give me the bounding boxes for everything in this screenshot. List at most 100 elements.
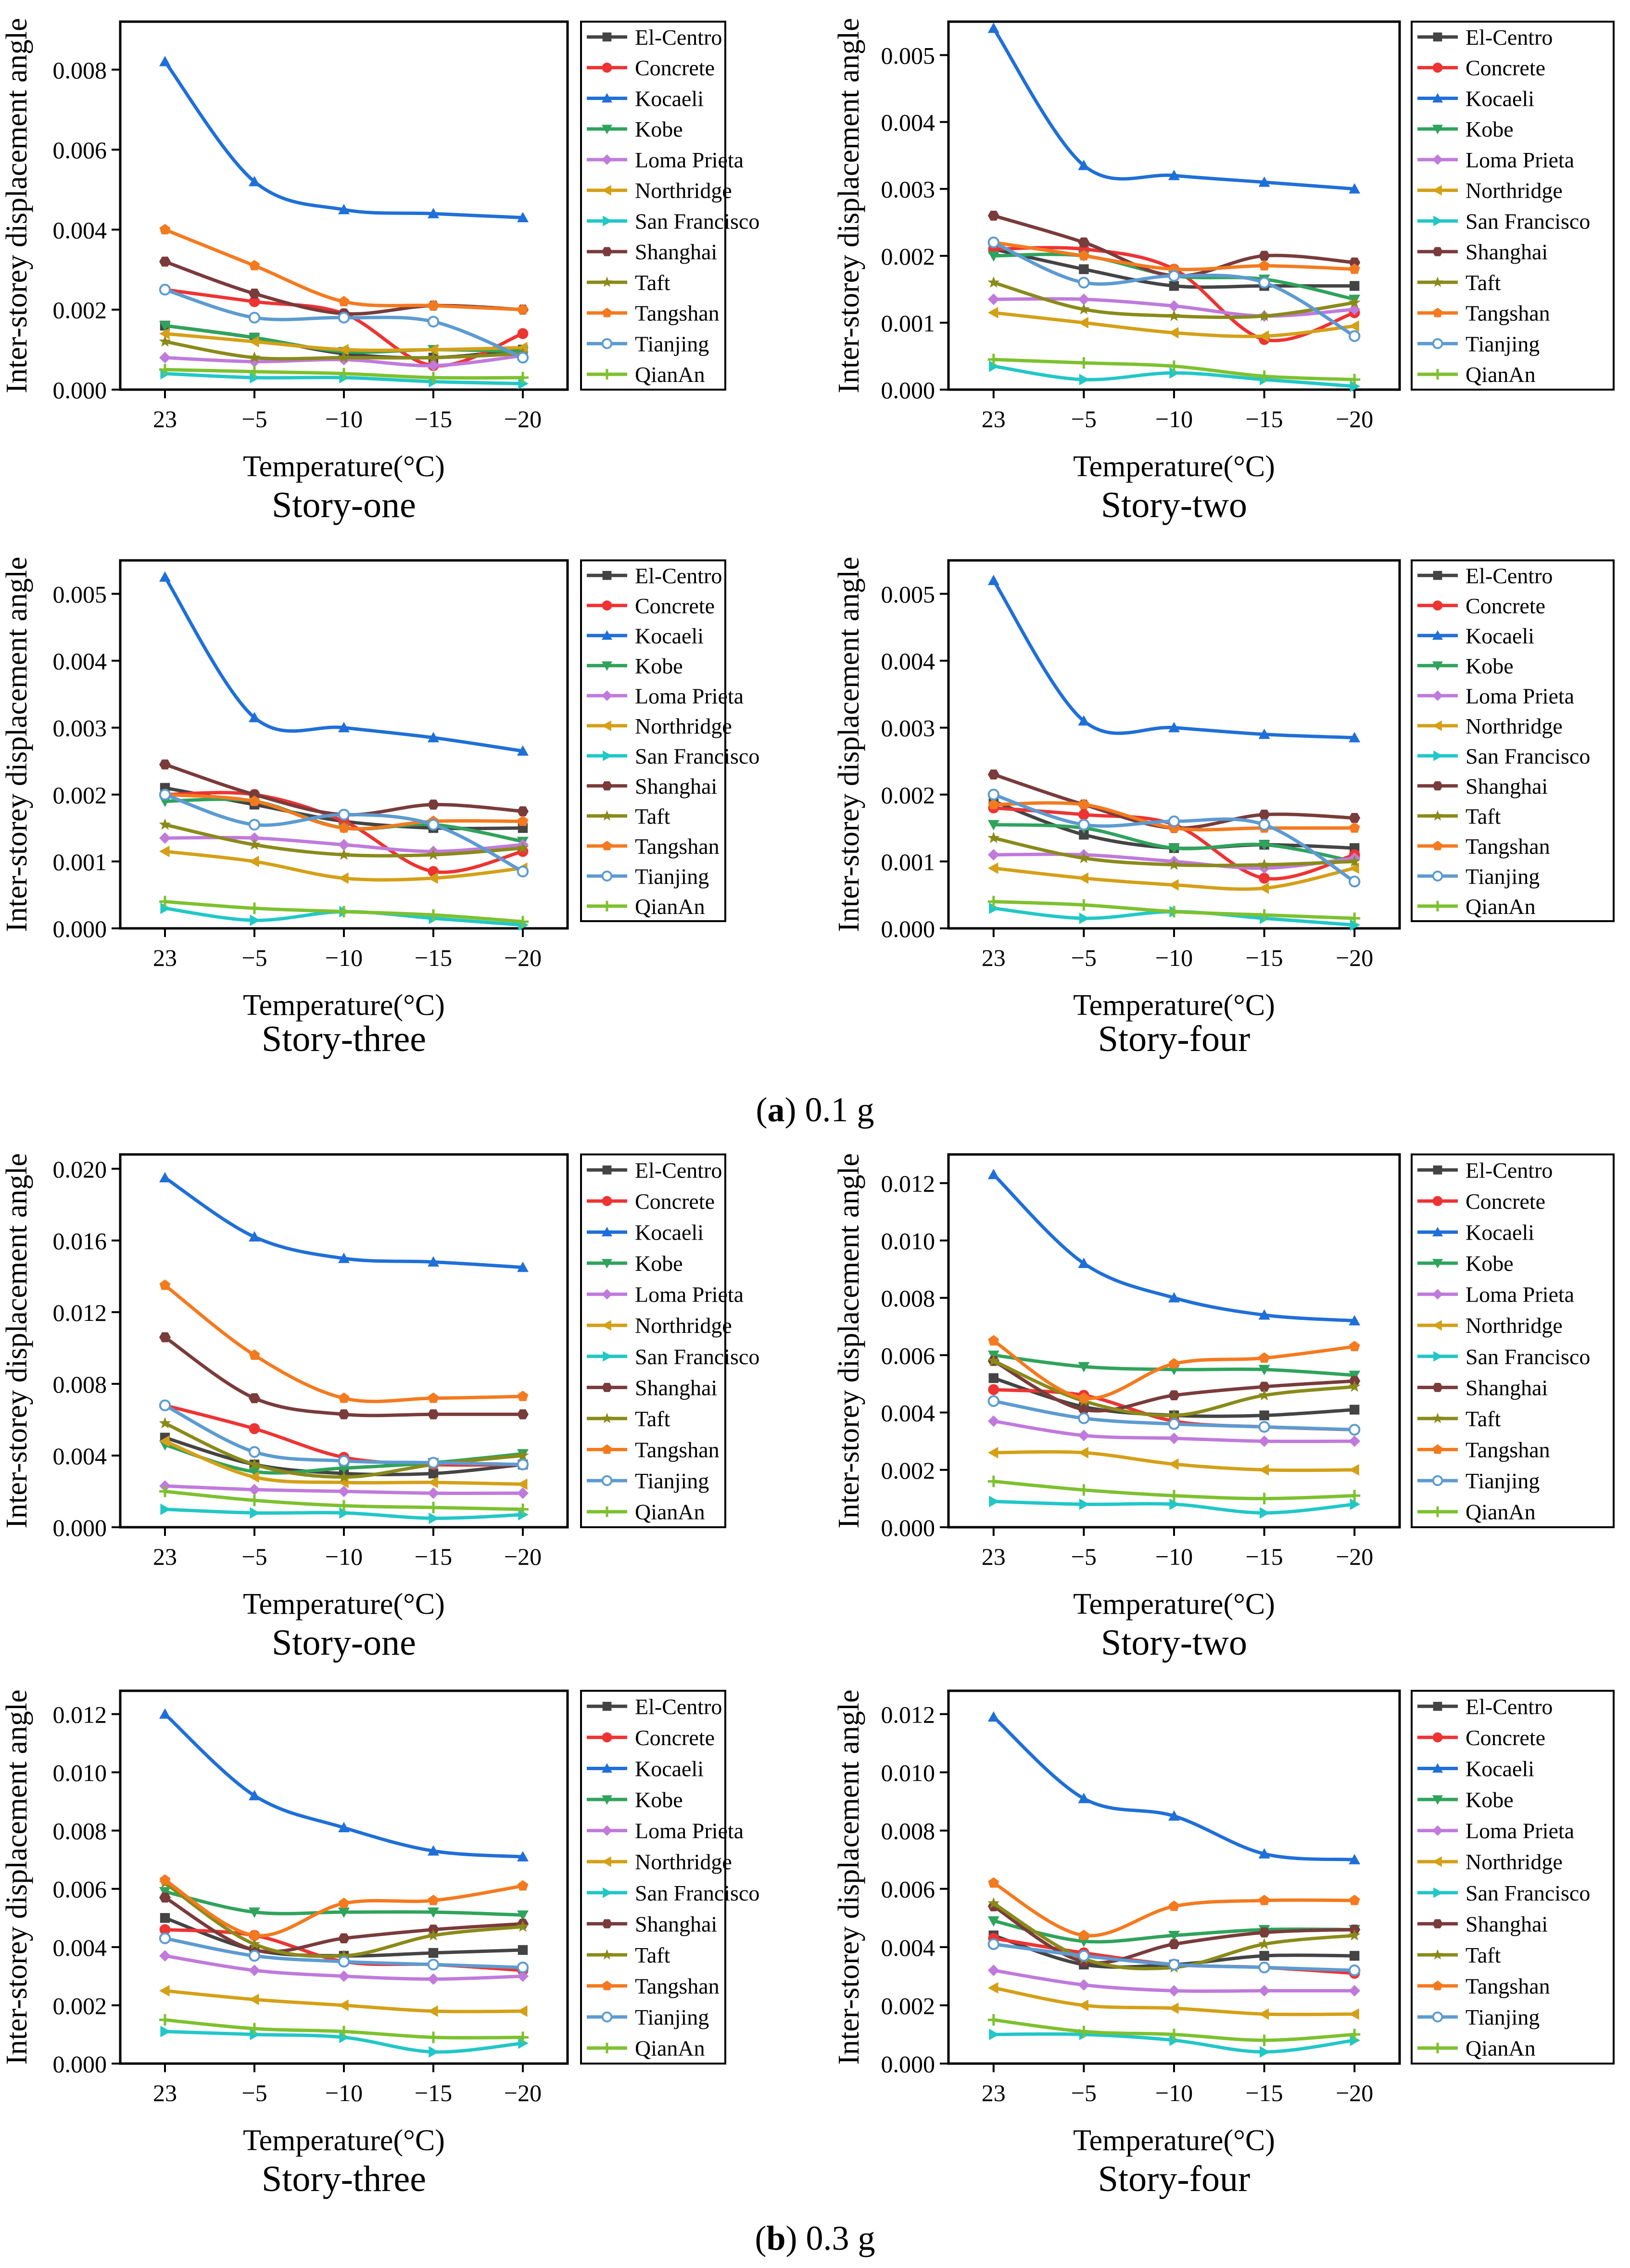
data-point bbox=[338, 1933, 350, 1944]
y-tick-label: 0.008 bbox=[53, 57, 107, 84]
legend-item-tianjing: Tianjing bbox=[1417, 864, 1540, 888]
legend-label: San Francisco bbox=[635, 1344, 759, 1369]
legend-label: Concrete bbox=[635, 594, 715, 618]
data-point bbox=[249, 1929, 260, 1940]
data-point bbox=[248, 312, 261, 324]
series-taft bbox=[159, 1417, 529, 1482]
legend-item-taft: Taft bbox=[1417, 270, 1501, 295]
y-tick-label: 0.001 bbox=[53, 849, 107, 875]
data-point bbox=[1258, 882, 1269, 894]
data-point bbox=[338, 722, 350, 733]
data-point bbox=[160, 2026, 171, 2038]
x-tick-label: 23 bbox=[982, 405, 1006, 432]
data-point bbox=[1168, 1939, 1180, 1950]
data-point bbox=[1349, 1894, 1360, 1905]
y-axis-title: Inter-storey displacement angle bbox=[833, 18, 865, 393]
legend-frame bbox=[1411, 21, 1615, 391]
legend-label: Tianjing bbox=[1466, 331, 1540, 356]
legend-marker bbox=[603, 1351, 612, 1362]
legend-label: QianAn bbox=[635, 362, 705, 387]
data-point bbox=[1350, 2034, 1361, 2046]
x-tick-label: −5 bbox=[241, 1543, 267, 1570]
series-line bbox=[992, 27, 1355, 191]
legend-item-kobe: Kobe bbox=[1417, 1787, 1514, 1812]
data-point bbox=[1350, 281, 1360, 291]
legend-label: Kocaeli bbox=[1466, 1756, 1534, 1781]
data-point bbox=[159, 352, 171, 364]
data-point bbox=[1169, 281, 1179, 291]
legend-label: San Francisco bbox=[1466, 1881, 1590, 1905]
series-line bbox=[164, 576, 523, 753]
legend-marker bbox=[1432, 1320, 1442, 1331]
data-point bbox=[987, 2014, 999, 2026]
legend-label: San Francisco bbox=[635, 744, 759, 768]
data-point bbox=[338, 1470, 350, 1482]
legend-marker bbox=[1432, 1412, 1443, 1423]
data-point bbox=[1078, 1484, 1090, 1496]
legend-item-qianan: QianAn bbox=[587, 2036, 705, 2061]
data-point bbox=[250, 372, 260, 384]
legend-item-tangshan: Tangshan bbox=[1417, 301, 1550, 326]
series-northridge bbox=[159, 1435, 528, 1490]
legend-label: Tianjing bbox=[635, 1469, 709, 1493]
data-point bbox=[1078, 1405, 1090, 1415]
legend-label: Tianjing bbox=[1466, 1469, 1540, 1493]
data-point bbox=[1168, 270, 1180, 282]
legend-marker bbox=[602, 63, 612, 73]
data-point bbox=[987, 210, 999, 221]
data-point bbox=[987, 1475, 999, 1487]
data-point bbox=[1078, 809, 1089, 820]
data-point bbox=[1078, 160, 1090, 170]
data-point bbox=[338, 822, 350, 833]
data-point bbox=[249, 902, 260, 914]
data-point bbox=[248, 819, 261, 831]
series-kocaeli bbox=[159, 1708, 529, 1862]
legend-label: San Francisco bbox=[635, 1881, 759, 1905]
series-qianan bbox=[159, 896, 529, 928]
series-kocaeli bbox=[159, 56, 529, 223]
legend-marker bbox=[602, 1227, 612, 1237]
data-point bbox=[517, 1503, 529, 1515]
data-point bbox=[159, 818, 171, 830]
data-point bbox=[1349, 912, 1361, 925]
y-tick-label: 0.004 bbox=[53, 1443, 107, 1470]
data-point bbox=[517, 745, 529, 756]
legend-item-shanghai: Shanghai bbox=[587, 1912, 717, 1936]
data-point bbox=[160, 902, 171, 914]
data-point bbox=[1078, 798, 1089, 810]
data-point bbox=[428, 372, 439, 384]
x-tick-label: −10 bbox=[325, 405, 363, 432]
data-point bbox=[987, 1395, 1000, 1407]
data-point bbox=[1168, 2028, 1180, 2040]
data-point bbox=[1077, 851, 1090, 863]
legend-item-kobe: Kobe bbox=[1417, 117, 1514, 141]
legend-label: Loma Prieta bbox=[635, 148, 744, 172]
legend-item-el-centro: El-Centro bbox=[587, 1694, 722, 1719]
y-tick-label: 0.001 bbox=[881, 849, 935, 875]
data-point bbox=[987, 1415, 999, 1427]
data-point bbox=[1260, 1507, 1270, 1519]
data-point bbox=[987, 307, 998, 319]
legend-item-tangshan: Tangshan bbox=[1417, 1974, 1550, 1999]
legend-label: Northridge bbox=[1466, 1313, 1563, 1338]
data-point bbox=[1350, 380, 1361, 393]
data-point bbox=[159, 1950, 171, 1962]
legend-marker bbox=[602, 1701, 612, 1711]
data-point bbox=[1168, 1358, 1180, 1368]
data-point bbox=[988, 1384, 999, 1395]
x-tick-label: −15 bbox=[1245, 405, 1283, 432]
legend-item-northridge: Northridge bbox=[1417, 178, 1563, 203]
data-point bbox=[428, 1256, 439, 1267]
chart-subtitle: Story-three bbox=[262, 2159, 426, 2199]
legend-marker bbox=[601, 1949, 613, 1960]
legend-label: Taft bbox=[635, 804, 670, 828]
legend-item-san-francisco: San Francisco bbox=[1417, 209, 1590, 233]
legend-label: Kobe bbox=[1466, 1787, 1514, 1812]
legend-item-tangshan: Tangshan bbox=[587, 1438, 720, 1462]
y-tick-label: 0.005 bbox=[881, 581, 935, 608]
data-point bbox=[1168, 1958, 1180, 1971]
data-point bbox=[1259, 1951, 1269, 1961]
data-point bbox=[987, 236, 1000, 249]
data-point bbox=[338, 848, 350, 860]
data-point bbox=[250, 1507, 260, 1519]
